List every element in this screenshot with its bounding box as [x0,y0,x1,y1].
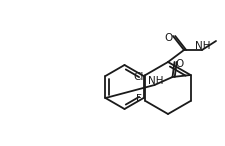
Text: Cl: Cl [133,72,143,82]
Text: NH: NH [147,76,162,86]
Text: NH: NH [194,41,210,51]
Text: F: F [135,94,141,104]
Text: O: O [164,33,172,43]
Text: O: O [175,59,183,69]
